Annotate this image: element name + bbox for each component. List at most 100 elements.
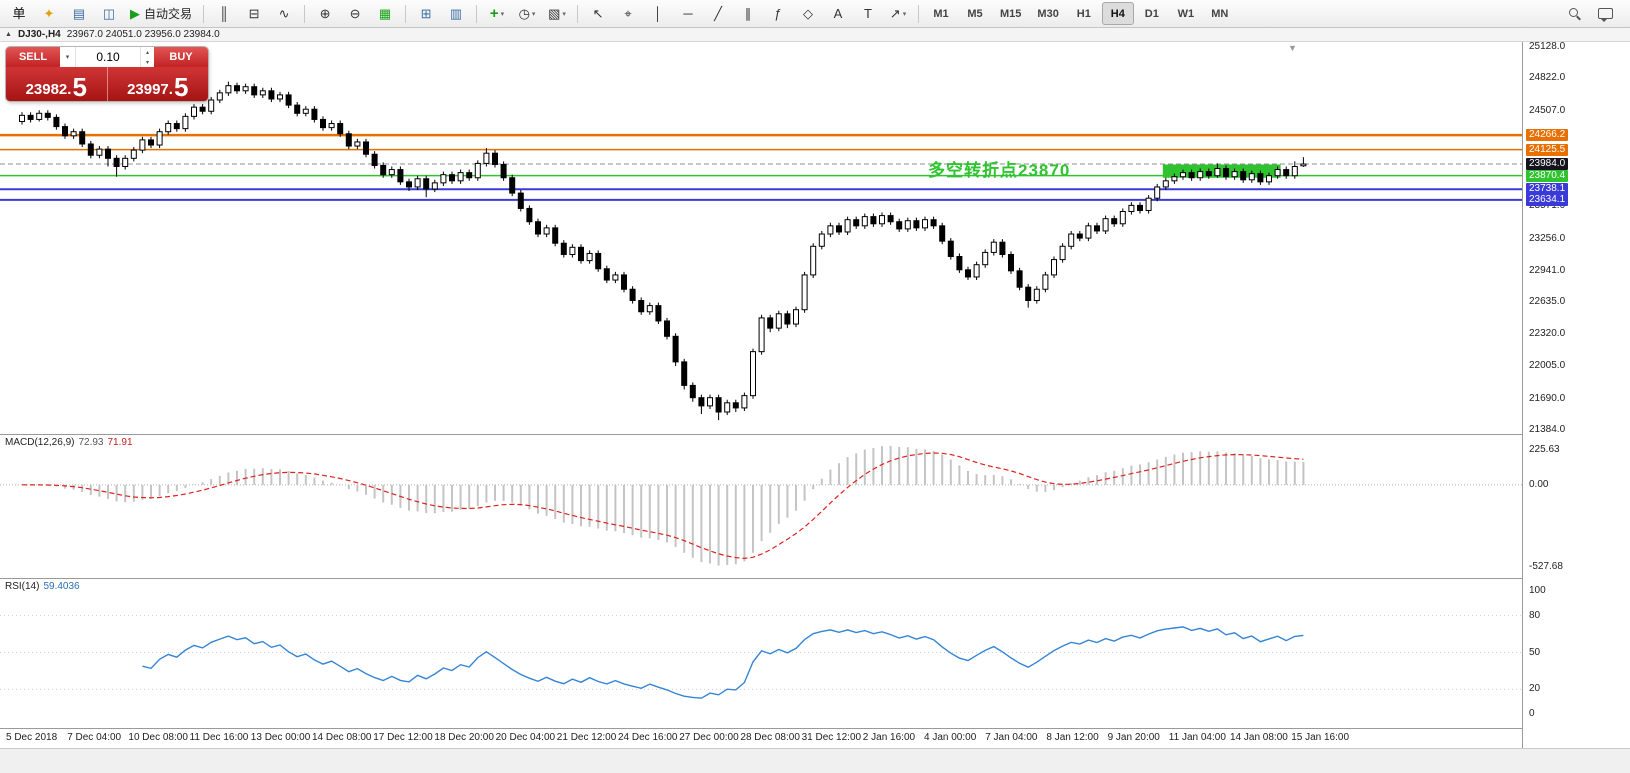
time-axis-label: 4 Jan 00:00 <box>924 732 977 743</box>
volume-down-icon[interactable]: ▾ <box>145 59 149 66</box>
orders-text: 单 <box>12 6 26 21</box>
line-chart-icon[interactable]: ∿ <box>278 6 290 21</box>
time-axis-label: 8 Jan 12:00 <box>1046 732 1099 743</box>
cursor-icon[interactable]: ↖ <box>592 6 604 21</box>
time-axis-label: 9 Jan 20:00 <box>1107 732 1160 743</box>
one-click-trading-panel: SELL ▾ ▴ ▾ BUY 23982. 5 23997.5 <box>6 47 208 101</box>
periods-icon[interactable]: ◷ ▾ <box>518 6 536 21</box>
rsi-axis-label: 50 <box>1529 646 1541 658</box>
rsi-axis-label: 0 <box>1529 708 1535 719</box>
textlabel-icon[interactable]: T <box>864 6 872 21</box>
chat-button[interactable] <box>1591 2 1619 25</box>
search-button[interactable] <box>1561 2 1589 25</box>
channel-icon[interactable]: ∥ <box>744 6 752 21</box>
buy-button[interactable]: BUY <box>154 47 208 67</box>
bar-chart-icon[interactable]: ║ <box>219 6 229 21</box>
current-price-label: 23984.0 <box>1526 158 1569 171</box>
price-tick-label: 22635.0 <box>1529 296 1566 308</box>
price-line-label[interactable]: 23634.1 <box>1526 193 1569 206</box>
autotrade-button[interactable]: ▶ 自动交易 <box>130 6 193 21</box>
indicators-icon[interactable]: + ▾ <box>489 5 505 22</box>
ask-price: 23997. 5 <box>108 67 209 101</box>
macd-axis-label: 0.00 <box>1529 478 1549 490</box>
timeframe-h4-button[interactable]: H4 <box>1101 2 1134 25</box>
volume-input[interactable] <box>76 47 140 67</box>
timeframe-toolbar: M1 M5 M15 M30 H1 H4 D1 W1 MN <box>913 2 1237 25</box>
macd-chart <box>0 445 1522 566</box>
time-axis-label: 11 Dec 16:00 <box>189 732 249 743</box>
price-line-label[interactable]: 24266.2 <box>1526 129 1569 142</box>
timeframe-m5-button[interactable]: M5 <box>967 7 983 20</box>
price-tick-label: 24507.0 <box>1529 104 1566 116</box>
candlestick-chart-icon[interactable]: ⊟ <box>248 6 260 21</box>
volume-up-icon[interactable]: ▴ <box>145 49 149 56</box>
toolbar-separator <box>577 4 579 23</box>
price-tick-label: 25128.0 <box>1529 42 1566 53</box>
sell-button[interactable]: SELL <box>6 47 60 67</box>
chart-collapse-icon[interactable]: ▲ <box>5 31 12 38</box>
zoom-out-icon[interactable]: ⊖ <box>349 6 361 21</box>
time-axis-label: 27 Dec 00:00 <box>679 732 739 743</box>
time-axis-label: 24 Dec 16:00 <box>618 732 678 743</box>
crosshair-icon[interactable]: ⌖ <box>624 6 632 21</box>
chart-list-icon[interactable]: ▥ <box>449 6 463 21</box>
price-line-label[interactable]: 24125.5 <box>1526 143 1569 156</box>
top-toolbar: 单 ✦ ▤ ◫ ▶ 自动交易 ║ ⊟ ∿ ⊕ ⊖ ▦ ⊞ ▥ + ▾ ◷ ▾ ▧ ▾ ↖ ⌖ │ ─ ╱ ∥ ƒ ◇ A T ↗ ▾ M1 M5… <box>0 0 1630 28</box>
ask-price-big-digit: 5 <box>173 71 189 101</box>
time-axis-label: 20 Dec 04:00 <box>495 732 556 743</box>
timeframe-h1-button[interactable]: H1 <box>1076 7 1091 20</box>
ask-price-main: 23997. <box>127 80 173 98</box>
macd-axis-label: 225.63 <box>1529 443 1560 455</box>
shapes-icon[interactable]: ◇ <box>803 6 814 21</box>
rsi-indicator-pane[interactable]: RSI(14) 59.4036 <box>0 578 1522 728</box>
timeframe-w1-button[interactable]: W1 <box>1177 7 1195 20</box>
timeframe-m30-button[interactable]: M30 <box>1037 7 1059 20</box>
toolbar-separator <box>304 4 306 23</box>
templates-icon[interactable]: ▧ ▾ <box>548 6 566 21</box>
volume-spinner: ▴ ▾ <box>140 47 154 67</box>
time-axis-label: 5 Dec 2018 <box>6 732 58 743</box>
price-tick-label: 22320.0 <box>1529 328 1566 340</box>
price-line-label[interactable]: 23870.4 <box>1526 169 1569 182</box>
macd-indicator-pane[interactable]: MACD(12,26,9) 72.93 71.91 <box>0 434 1522 578</box>
fibonacci-icon[interactable]: ƒ <box>774 6 782 21</box>
time-axis: 5 Dec 2018 7 Dec 04:00 10 Dec 08:00 11 Dec … <box>0 728 1522 748</box>
new-chart-icon[interactable]: ⊞ <box>420 6 432 21</box>
time-axis-label: 2 Jan 16:00 <box>862 732 916 743</box>
arrows-icon[interactable]: ↗ ▾ <box>889 6 907 21</box>
new-order-icon[interactable]: ✦ <box>43 6 55 21</box>
timeframe-m1-button[interactable]: M1 <box>933 7 949 20</box>
chat-icon <box>1597 8 1613 22</box>
price-line-label[interactable]: 23738.1 <box>1526 183 1569 196</box>
horizontal-line-icon[interactable]: ─ <box>683 6 693 21</box>
tile-windows-icon[interactable]: ▦ <box>378 6 392 21</box>
volume-dropdown-icon[interactable]: ▾ <box>60 47 76 67</box>
vertical-line-icon[interactable]: │ <box>653 6 663 21</box>
bid-price-main: 23982. <box>25 80 72 98</box>
search-icon <box>1569 7 1581 20</box>
toolbar-separator <box>203 4 205 23</box>
macd-label: MACD(12,26,9) 72.93 71.91 <box>5 437 133 448</box>
timeframe-m15-button[interactable]: M15 <box>1000 7 1022 20</box>
turning-point-annotation: 多空转折点23870 <box>928 161 1071 180</box>
time-axis-label: 7 Dec 04:00 <box>67 732 122 743</box>
chart-shift-icon[interactable]: ▼ <box>1288 43 1297 53</box>
chart-info-bar: ▲ DJ30-,H4 23967.0 24051.0 23956.0 23984… <box>0 28 1630 42</box>
trendline-icon[interactable]: ╱ <box>714 6 722 21</box>
timeframe-d1-button[interactable]: D1 <box>1144 7 1159 20</box>
macd-name: MACD(12,26,9) <box>5 437 75 448</box>
market-watch-icon[interactable]: ▤ <box>72 6 86 21</box>
zoom-in-icon[interactable]: ⊕ <box>319 6 331 21</box>
timeframe-mn-button[interactable]: MN <box>1211 7 1229 20</box>
text-icon[interactable]: A <box>833 6 843 21</box>
time-axis-label: 14 Jan 08:00 <box>1230 732 1288 743</box>
navigator-icon[interactable]: ◫ <box>102 6 116 21</box>
price-chart-pane[interactable]: 多空转折点23870 ▼ SELL ▾ ▴ ▾ BUY 23982. 5 2399… <box>0 42 1522 434</box>
price-tick-label: 24822.0 <box>1529 72 1566 84</box>
macd-main-value: 72.93 <box>78 437 104 448</box>
rsi-chart <box>0 615 1522 699</box>
time-axis-label: 15 Jan 16:00 <box>1291 732 1350 743</box>
toolbar-left: 单 ✦ ▤ ◫ ▶ 自动交易 ║ ⊟ ∿ ⊕ ⊖ ▦ ⊞ ▥ + ▾ ◷ ▾ ▧ ▾ ↖ ⌖ │ ─ ╱ ∥ ƒ ◇ A T ↗ ▾ <box>4 2 913 25</box>
macd-signal-value: 71.91 <box>107 437 133 448</box>
